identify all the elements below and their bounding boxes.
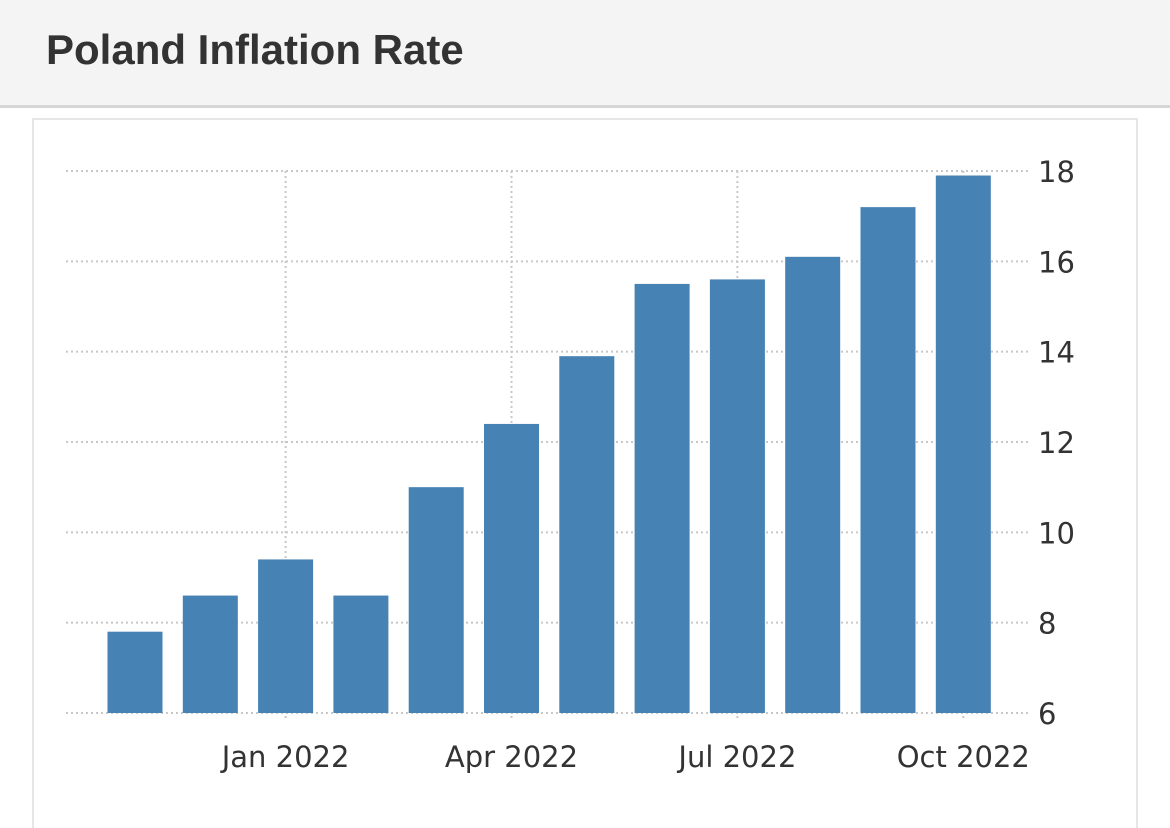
x-tick-label: Apr 2022 xyxy=(445,740,578,774)
bar-jul-2022[interactable] xyxy=(709,279,765,713)
x-tick-label: Oct 2022 xyxy=(897,740,1030,774)
y-tick-label: 16 xyxy=(1038,245,1075,279)
bar-jun-2022[interactable] xyxy=(634,283,690,713)
chart-title: Poland Inflation Rate xyxy=(46,26,464,73)
bar-nov-2021[interactable] xyxy=(107,631,163,713)
x-tick-label: Jul 2022 xyxy=(676,740,796,774)
chart-header: Poland Inflation Rate xyxy=(0,0,1170,108)
bar-may-2022[interactable] xyxy=(559,356,615,713)
bar-oct-2022[interactable] xyxy=(935,175,991,713)
y-tick-label: 10 xyxy=(1038,516,1075,550)
bar-feb-2022[interactable] xyxy=(333,595,389,713)
x-axis-ticks: Jan 2022 Apr 2022 Jul 2022 Oct 2022 xyxy=(220,740,1030,774)
bar-sep-2022[interactable] xyxy=(860,207,916,713)
bars xyxy=(107,175,991,713)
y-tick-label: 18 xyxy=(1038,155,1075,189)
y-tick-label: 14 xyxy=(1038,336,1075,370)
bar-mar-2022[interactable] xyxy=(408,487,464,713)
x-tick-label: Jan 2022 xyxy=(220,740,350,774)
bar-apr-2022[interactable] xyxy=(484,423,539,713)
y-axis-ticks: 6 8 10 12 14 16 18 xyxy=(1038,155,1075,731)
y-tick-label: 8 xyxy=(1038,607,1056,641)
y-tick-label: 12 xyxy=(1038,426,1075,460)
y-tick-label: 6 xyxy=(1038,697,1056,731)
bar-aug-2022[interactable] xyxy=(785,256,841,713)
bar-jan-2022[interactable] xyxy=(258,559,314,713)
bar-dec-2021[interactable] xyxy=(182,595,238,713)
